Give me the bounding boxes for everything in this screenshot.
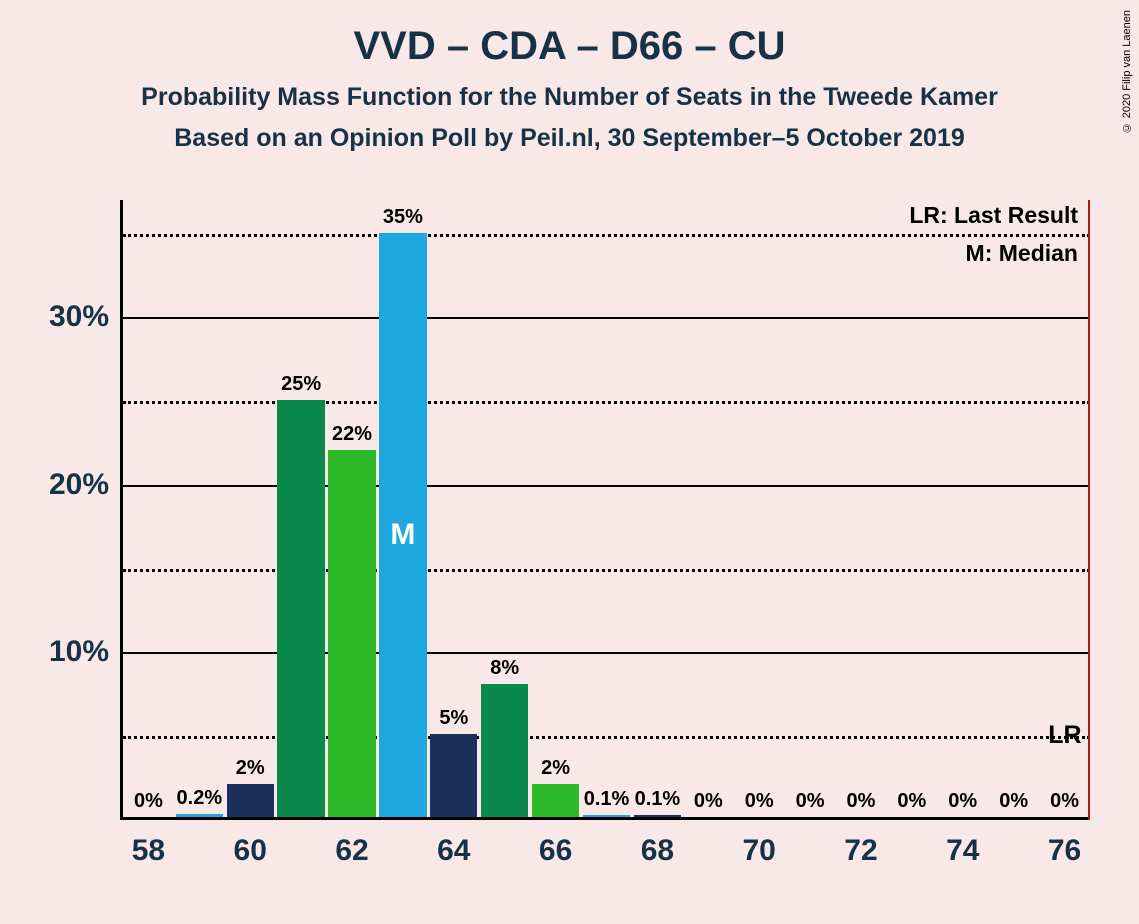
bar [277,400,324,817]
bar [532,784,579,817]
bar-value-label: 0% [847,790,876,813]
y-tick-label: 30% [9,300,109,334]
last-result-line [1088,200,1090,820]
major-gridline [123,485,1090,487]
x-tick-label: 68 [641,834,674,868]
bar-value-label: 0% [694,790,723,813]
bar [481,684,528,817]
bar-value-label: 8% [490,657,519,680]
x-tick-label: 64 [437,834,470,868]
chart-subtitle-1: Probability Mass Function for the Number… [0,83,1139,112]
minor-gridline [123,401,1090,404]
chart-subtitle-2: Based on an Opinion Poll by Peil.nl, 30 … [0,124,1139,153]
bar [634,815,681,817]
last-result-label: LR [1048,721,1081,750]
x-tick-label: 76 [1048,834,1081,868]
median-label: M [390,518,415,552]
x-tick-label: 62 [335,834,368,868]
bar-value-label: 0.1% [584,788,630,811]
x-axis-line [120,817,1090,820]
minor-gridline [123,736,1090,739]
legend-median: M: Median [966,240,1078,267]
legend-last-result: LR: Last Result [909,202,1078,229]
bar [227,784,274,817]
bar-value-label: 0% [796,790,825,813]
bar-value-label: 2% [541,757,570,780]
bar-value-label: 0% [1050,790,1079,813]
bar-value-label: 0% [948,790,977,813]
bar-value-label: 0% [134,790,163,813]
bar-value-label: 35% [383,206,423,229]
x-tick-label: 72 [844,834,877,868]
bar [430,734,477,817]
x-tick-label: 70 [742,834,775,868]
major-gridline [123,317,1090,319]
x-tick-label: 74 [946,834,979,868]
bar [583,815,630,817]
plot-area: 58606264666870727476LR0%0.2%2%25%22%35%5… [120,200,1090,820]
bar-value-label: 2% [236,757,265,780]
minor-gridline [123,234,1090,237]
x-tick-label: 60 [234,834,267,868]
chart-title: VVD – CDA – D66 – CU [0,0,1139,69]
x-tick-label: 58 [132,834,165,868]
bar-value-label: 0.1% [635,788,681,811]
bar-value-label: 0% [999,790,1028,813]
bar [328,450,375,817]
bar-value-label: 0% [897,790,926,813]
bar-value-label: 5% [439,707,468,730]
y-tick-label: 10% [9,635,109,669]
y-axis-line [120,200,123,820]
major-gridline [123,652,1090,654]
x-tick-label: 66 [539,834,572,868]
bar [176,814,223,817]
bar-value-label: 0.2% [177,787,223,810]
minor-gridline [123,569,1090,572]
bar-value-label: 22% [332,423,372,446]
bar-value-label: 0% [745,790,774,813]
copyright-text: © 2020 Filip van Laenen [1121,10,1133,133]
bar-value-label: 25% [281,373,321,396]
y-tick-label: 20% [9,468,109,502]
